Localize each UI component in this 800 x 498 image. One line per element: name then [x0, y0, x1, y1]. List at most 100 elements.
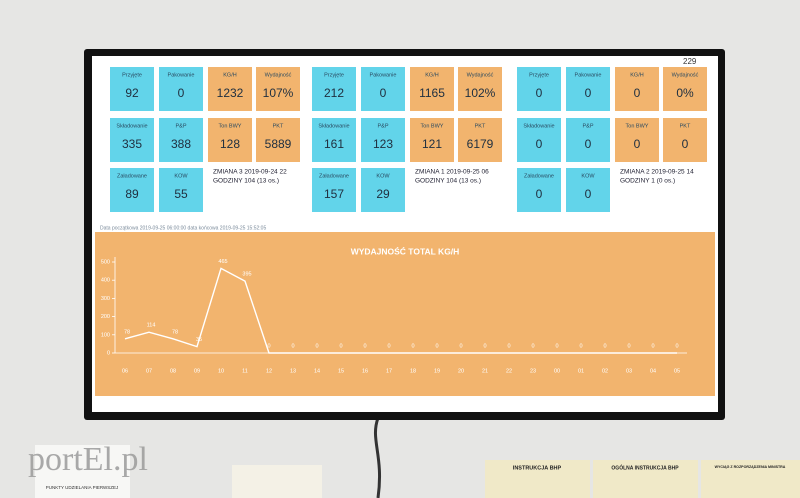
- point-label: 0: [507, 343, 510, 349]
- tile-value: 0: [682, 137, 689, 151]
- tile: [159, 168, 203, 212]
- point-label: 0: [483, 343, 486, 349]
- tile-value: 0: [536, 137, 543, 151]
- point-label: 0: [579, 343, 582, 349]
- point-label: 0: [315, 343, 318, 349]
- tile-value: 0: [178, 86, 185, 100]
- tile-value: 161: [324, 137, 344, 151]
- tile-value: 123: [373, 137, 393, 151]
- tile: [110, 168, 154, 212]
- x-tick-label: 08: [170, 368, 176, 374]
- chart-title: WYDAJNOŚĆ TOTAL KG/H: [351, 245, 460, 256]
- poster: [593, 460, 698, 498]
- x-tick-label: 11: [242, 368, 248, 374]
- tile-label: Pakowanie: [575, 72, 602, 78]
- shift-info: GODZINY 104 (13 os.): [415, 178, 481, 185]
- tile-value: 6179: [467, 137, 494, 151]
- chart-panel: [95, 232, 715, 396]
- point-label: 0: [435, 343, 438, 349]
- tile-label: KOW: [376, 173, 390, 179]
- x-tick-label: 13: [290, 368, 296, 374]
- screen-counter: 229: [683, 57, 697, 66]
- tile: [458, 67, 502, 111]
- tile: [159, 118, 203, 162]
- tile: [361, 168, 405, 212]
- tile-value: 107%: [263, 86, 294, 100]
- tile: [517, 67, 561, 111]
- tile-label: KG/H: [223, 72, 236, 78]
- tile: [410, 118, 454, 162]
- tile: [566, 168, 610, 212]
- tile-value: 335: [122, 137, 142, 151]
- y-tick-label: 400: [101, 278, 110, 284]
- x-tick-label: 03: [626, 368, 632, 374]
- shift-info: ZMIANA 3 2019-09-24 22: [213, 169, 287, 176]
- tile-value: 5889: [265, 137, 292, 151]
- y-tick-label: 0: [107, 350, 110, 356]
- cable: [374, 417, 382, 498]
- x-tick-label: 14: [314, 368, 320, 374]
- poster-title: PUNKTY UDZIELANIA PIERWSZEJ: [46, 485, 119, 490]
- x-tick-label: 06: [122, 368, 128, 374]
- tile-value: 0: [585, 86, 592, 100]
- tile-value: 212: [324, 86, 344, 100]
- tile-label: Pakowanie: [370, 72, 397, 78]
- shift-info: GODZINY 104 (13 os.): [213, 178, 279, 185]
- y-tick-label: 200: [101, 314, 110, 320]
- tile-value: 121: [422, 137, 442, 151]
- tile: [110, 67, 154, 111]
- poster: [701, 460, 800, 498]
- tile: [361, 67, 405, 111]
- tile: [208, 67, 252, 111]
- point-label: 0: [627, 343, 630, 349]
- x-tick-label: 19: [434, 368, 440, 374]
- tile-value: 0: [536, 86, 543, 100]
- tile-label: Przyjęte: [324, 72, 344, 78]
- tile: [517, 118, 561, 162]
- tile-value: 0: [536, 187, 543, 201]
- tile: [159, 67, 203, 111]
- tile-label: Załadowane: [524, 173, 554, 179]
- watermark: portEl.pl: [28, 441, 148, 478]
- tile: [615, 118, 659, 162]
- tile: [208, 118, 252, 162]
- x-tick-label: 02: [602, 368, 608, 374]
- point-label: 0: [459, 343, 462, 349]
- tile-value: 0: [634, 86, 641, 100]
- y-tick-label: 300: [101, 296, 110, 302]
- date-range: Data początkowa 2019-09-25 06:00:00 data…: [100, 225, 266, 231]
- tile: [256, 67, 300, 111]
- tile-label: Składowanie: [318, 123, 349, 129]
- x-tick-label: 21: [482, 368, 488, 374]
- tile-value: 0: [380, 86, 387, 100]
- shift-info: ZMIANA 2 2019-09-25 14: [620, 169, 694, 176]
- tile-value: 1232: [217, 86, 244, 100]
- tile-value: 157: [324, 187, 344, 201]
- tile-label: P&P: [377, 123, 388, 129]
- tile: [615, 67, 659, 111]
- tile-value: 89: [125, 187, 139, 201]
- poster-title: INSTRUKCJA BHP: [513, 465, 562, 471]
- x-tick-label: 23: [530, 368, 536, 374]
- tile: [458, 118, 502, 162]
- x-tick-label: 05: [674, 368, 680, 374]
- tile-value: 92: [125, 86, 139, 100]
- x-tick-label: 07: [146, 368, 152, 374]
- point-label: 35: [196, 337, 202, 343]
- point-label: 0: [411, 343, 414, 349]
- tile-label: Składowanie: [523, 123, 554, 129]
- tile-label: Wydajność: [467, 72, 494, 78]
- tile: [410, 67, 454, 111]
- tile: [256, 118, 300, 162]
- tile-label: Wydajność: [265, 72, 292, 78]
- point-label: 0: [651, 343, 654, 349]
- tile-label: PKT: [273, 123, 284, 129]
- tile-value: 128: [220, 137, 240, 151]
- point-label: 0: [387, 343, 390, 349]
- tile: [110, 118, 154, 162]
- tile-value: 1165: [419, 86, 445, 100]
- tile-value: 0%: [676, 86, 694, 100]
- x-tick-label: 15: [338, 368, 344, 374]
- tile: [312, 67, 356, 111]
- tile: [312, 118, 356, 162]
